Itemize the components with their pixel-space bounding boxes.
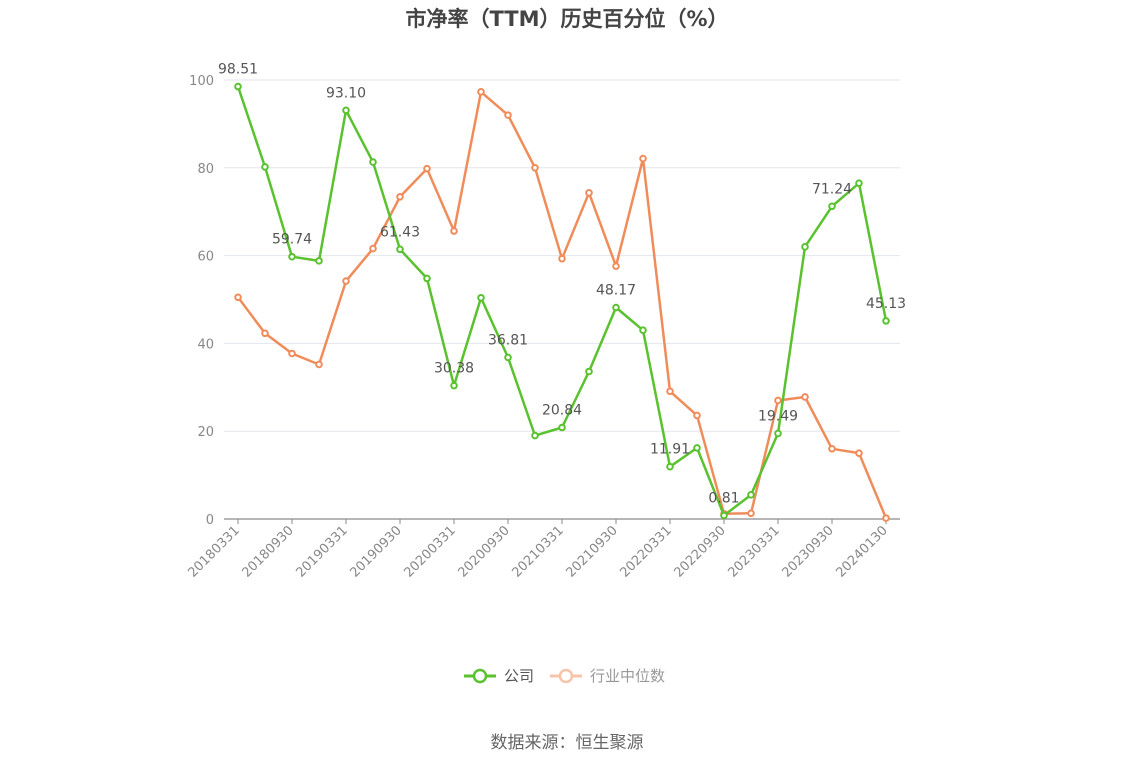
data-point	[234, 293, 242, 302]
legend-label: 行业中位数	[590, 667, 665, 685]
data-point	[693, 444, 701, 452]
y-tick-label: 20	[197, 425, 214, 440]
data-point	[288, 349, 296, 358]
data-point	[585, 367, 593, 376]
y-tick-label: 40	[197, 337, 214, 352]
data-label: 20.84	[542, 403, 582, 419]
x-tick-label: 20180331	[185, 523, 242, 580]
data-point	[261, 329, 269, 338]
data-label: 45.13	[866, 296, 906, 312]
data-point	[585, 189, 593, 197]
data-point	[342, 277, 350, 285]
data-label: 11.91	[650, 442, 690, 458]
data-point	[288, 252, 296, 261]
data-point	[558, 254, 566, 263]
legend-marker	[558, 668, 574, 684]
source-note: 数据来源：恒生聚源	[491, 733, 644, 753]
data-point	[234, 82, 242, 91]
x-tick-label: 20210930	[563, 523, 620, 580]
data-point	[315, 257, 323, 265]
data-point	[261, 163, 269, 171]
data-label: 30.38	[434, 361, 474, 377]
x-tick-label: 20180930	[239, 523, 296, 580]
x-tick-label: 20200930	[455, 523, 512, 580]
data-point	[315, 360, 323, 369]
x-tick-label: 20210331	[509, 523, 566, 580]
chart-title: 市净率（TTM）历史百分位（%）	[405, 7, 728, 31]
data-label: 93.10	[326, 85, 366, 101]
data-label: 98.51	[218, 62, 258, 78]
x-tick-label: 20190331	[293, 523, 350, 580]
data-point	[720, 511, 728, 520]
data-point	[369, 244, 377, 253]
y-tick-label: 80	[197, 162, 214, 177]
data-point	[882, 317, 890, 325]
x-tick-label: 20230930	[779, 523, 836, 580]
data-point	[531, 431, 539, 440]
data-label: 61.43	[380, 224, 420, 240]
data-label: 71.24	[812, 181, 852, 197]
y-tick-label: 100	[189, 74, 214, 89]
series-line-行业中位数	[237, 90, 888, 519]
data-label: 48.17	[596, 283, 636, 299]
data-point	[396, 192, 404, 201]
data-point	[666, 387, 674, 396]
x-tick-label: 20220331	[617, 523, 674, 580]
data-point	[774, 396, 782, 405]
data-point	[801, 393, 809, 401]
data-point	[747, 491, 755, 499]
x-tick-label: 20240130	[833, 523, 890, 580]
data-point	[774, 429, 782, 438]
legend-label: 公司	[504, 667, 534, 685]
data-label: 36.81	[488, 332, 528, 348]
data-label: 19.49	[758, 408, 798, 424]
data-point	[504, 111, 512, 119]
data-point	[639, 154, 647, 163]
data-point	[855, 449, 863, 457]
data-labels: 98.51 59.74 93.10 61.43 30.38 36.81 20.84 48.17…	[218, 62, 906, 507]
data-point	[477, 293, 485, 302]
x-tick-label: 20200331	[401, 523, 458, 580]
data-point	[828, 202, 836, 211]
data-point	[828, 444, 836, 453]
data-point	[450, 381, 458, 390]
data-point	[423, 164, 431, 173]
y-tick-label: 60	[197, 250, 214, 265]
data-point	[369, 158, 377, 166]
data-point	[342, 106, 350, 115]
data-point	[450, 227, 458, 235]
legend-marker	[472, 668, 488, 684]
y-tick-label: 0	[206, 513, 214, 528]
data-point	[558, 423, 566, 432]
data-point	[855, 179, 863, 187]
data-point	[693, 411, 701, 420]
data-point	[504, 353, 512, 362]
data-point	[396, 245, 404, 254]
data-point	[531, 164, 539, 172]
x-tick-label: 20190930	[347, 523, 404, 580]
data-point	[747, 509, 755, 518]
data-label: 0.81	[708, 490, 739, 506]
data-point	[477, 88, 485, 96]
data-point	[612, 303, 620, 312]
x-tick-label: 20220930	[671, 523, 728, 580]
series-line-公司	[236, 86, 888, 517]
series-layer	[234, 82, 890, 522]
data-point	[423, 274, 431, 283]
legend[interactable]: 公司 行业中位数	[464, 667, 665, 685]
data-point	[612, 262, 620, 270]
data-point	[882, 514, 890, 522]
data-point	[801, 243, 809, 251]
data-point	[666, 462, 674, 471]
data-label: 59.74	[272, 232, 312, 248]
data-point	[639, 326, 647, 335]
x-tick-label: 20230331	[725, 523, 782, 580]
